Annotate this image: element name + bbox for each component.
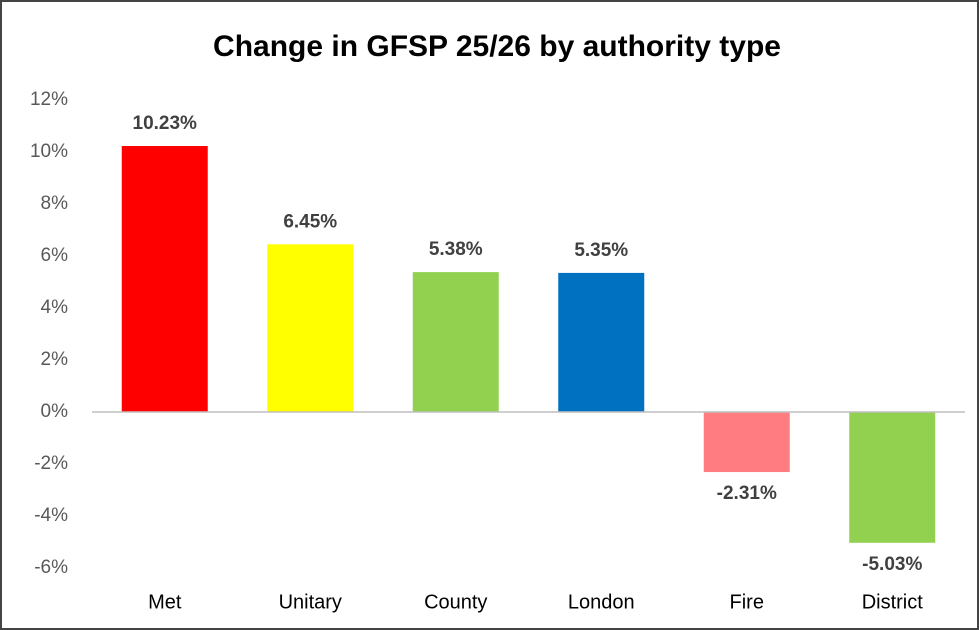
value-label: -2.31% — [717, 483, 777, 504]
chart-title: Change in GFSP 25/26 by authority type — [213, 30, 781, 63]
y-tick-label: -6% — [34, 557, 68, 578]
y-tick-label: 8% — [41, 193, 69, 214]
y-tick-label: 6% — [41, 245, 69, 266]
y-tick-label: 0% — [41, 401, 69, 422]
bar — [703, 412, 790, 473]
x-tick-label: London — [568, 591, 635, 613]
value-label: 5.35% — [574, 240, 628, 261]
x-tick-label: County — [424, 591, 487, 613]
y-tick-label: 2% — [41, 349, 69, 370]
value-label: 6.45% — [283, 211, 337, 232]
x-tick-label: District — [862, 591, 924, 613]
y-tick-label: 10% — [30, 141, 68, 162]
value-label: 10.23% — [133, 113, 198, 134]
bar — [121, 146, 208, 412]
y-tick-label: -2% — [34, 453, 68, 474]
x-tick-label: Unitary — [279, 591, 342, 613]
value-label: 5.38% — [429, 239, 483, 260]
bar — [558, 272, 645, 412]
bar — [849, 412, 936, 543]
value-label: -5.03% — [862, 554, 922, 575]
y-tick-label: -4% — [34, 505, 68, 526]
x-tick-label: Fire — [730, 591, 764, 613]
y-tick-label: 12% — [30, 89, 68, 110]
bar — [412, 272, 499, 412]
x-tick-label: Met — [148, 591, 182, 613]
bar — [267, 244, 354, 412]
y-tick-label: 4% — [41, 297, 69, 318]
